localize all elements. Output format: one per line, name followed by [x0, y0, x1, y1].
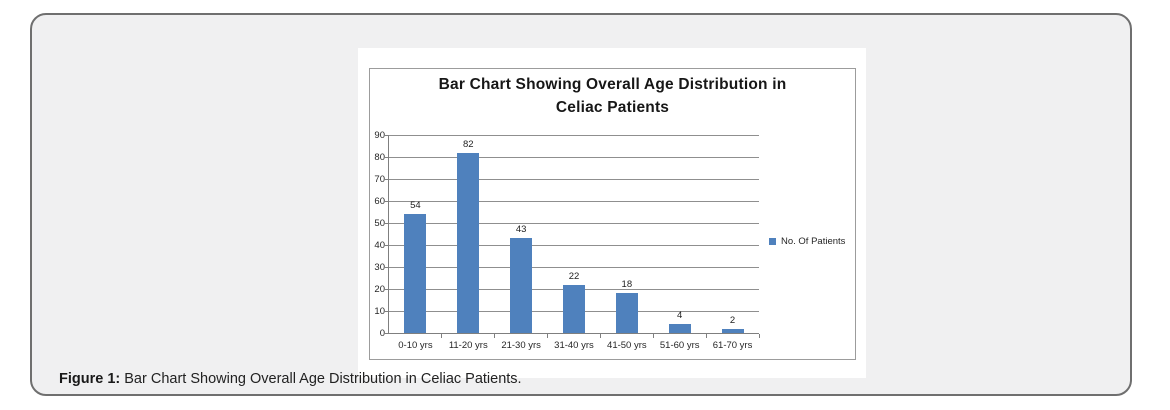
y-axis-tick [385, 134, 389, 136]
y-axis-label: 20 [374, 283, 385, 295]
bar [563, 284, 585, 333]
figure-caption: Figure 1: Bar Chart Showing Overall Age … [59, 371, 522, 387]
gridline [389, 266, 759, 268]
y-axis-label: 60 [374, 195, 385, 207]
chart-title-line2: Celiac Patients [555, 99, 670, 116]
y-axis-label: 70 [374, 173, 385, 185]
chart-title: Bar Chart Showing Overall Age Distributi… [369, 73, 856, 119]
figure-caption-label: Figure 1: [59, 371, 121, 387]
bar [668, 324, 691, 333]
bar-value-label: 22 [568, 270, 580, 282]
y-axis-tick [385, 266, 389, 268]
y-axis-label: 0 [379, 327, 385, 339]
bar [404, 214, 427, 333]
bar-value-label: 54 [410, 200, 421, 212]
y-axis-tick [385, 288, 389, 290]
bar-value-label: 18 [621, 279, 633, 291]
y-axis-tick [385, 156, 389, 158]
y-axis-tick [385, 222, 389, 224]
x-axis-tick [758, 334, 760, 338]
x-axis-tick [705, 334, 707, 338]
legend: No. Of Patients [769, 234, 845, 248]
y-axis-label: 80 [374, 151, 385, 163]
bar-value-label: 82 [462, 138, 474, 150]
y-axis-label: 50 [374, 217, 385, 229]
bar [615, 293, 638, 333]
chart-title-line1: Bar Chart Showing Overall Age Distributi… [438, 76, 787, 93]
chart-image: Bar Chart Showing Overall Age Distributi… [358, 48, 866, 378]
x-axis-tick [599, 334, 601, 338]
x-axis-tick [441, 334, 443, 338]
x-axis-tick [652, 334, 654, 338]
y-axis-label: 30 [374, 261, 385, 273]
gridline [389, 244, 759, 246]
gridline [389, 134, 759, 136]
gridline [389, 178, 759, 180]
bar-value-label: 43 [515, 224, 527, 236]
x-axis-label: 61-70 yrs [712, 340, 753, 351]
y-axis-tick [385, 200, 389, 202]
bar [457, 152, 480, 333]
legend-marker-icon [769, 237, 776, 245]
bar-value-label: 2 [729, 314, 736, 326]
x-axis-label: 11-20 yrs [448, 340, 488, 351]
gridline [389, 156, 759, 158]
y-axis-label: 90 [374, 129, 385, 141]
x-axis-label: 21-30 yrs [501, 340, 541, 351]
x-axis-label: 31-40 yrs [554, 340, 594, 351]
y-axis-tick [385, 244, 389, 246]
x-axis-label: 51-60 yrs [659, 340, 700, 351]
y-axis-tick [385, 332, 389, 334]
bar [721, 328, 744, 333]
legend-label: No. Of Patients [781, 235, 846, 247]
bar-value-label: 4 [677, 310, 683, 322]
bar [510, 238, 533, 333]
x-axis-label: 0-10 yrs [398, 340, 433, 351]
gridline [389, 222, 759, 224]
y-axis-tick [385, 310, 389, 312]
x-axis-tick [494, 334, 496, 338]
gridline [389, 200, 759, 202]
plot-area: 0 10 20 30 40 50 60 70 80 90 54 0-10 yrs 82 11-20 yrs… [374, 130, 760, 351]
x-axis-label: 41-50 yrs [607, 340, 647, 351]
x-axis-tick [547, 334, 549, 338]
y-axis-label: 10 [374, 305, 385, 317]
y-axis-tick [385, 178, 389, 180]
figure-caption-text: Bar Chart Showing Overall Age Distributi… [120, 371, 522, 387]
y-axis-label: 40 [374, 239, 385, 251]
figure-panel: Bar Chart Showing Overall Age Distributi… [30, 13, 1132, 396]
